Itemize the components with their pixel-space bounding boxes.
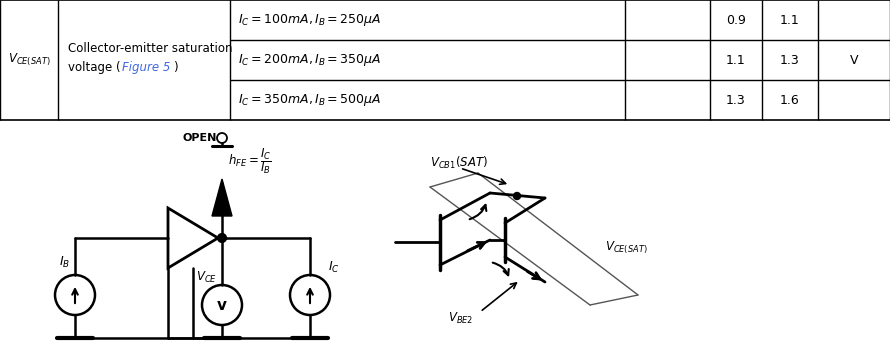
Text: $V_{CB1}(SAT)$: $V_{CB1}(SAT)$ bbox=[430, 155, 488, 171]
Text: voltage (: voltage ( bbox=[68, 62, 121, 75]
Text: Figure 5: Figure 5 bbox=[122, 62, 170, 75]
Text: 0.9: 0.9 bbox=[726, 13, 746, 26]
Text: 1.3: 1.3 bbox=[726, 93, 746, 106]
Text: $I_C = 200mA, I_B= 350\mu A$: $I_C = 200mA, I_B= 350\mu A$ bbox=[238, 52, 382, 68]
Circle shape bbox=[514, 193, 521, 199]
Text: ): ) bbox=[173, 62, 178, 75]
Text: $h_{FE} = \dfrac{I_C}{I_B}$: $h_{FE} = \dfrac{I_C}{I_B}$ bbox=[228, 146, 271, 176]
FancyArrowPatch shape bbox=[493, 263, 509, 275]
Text: 1.1: 1.1 bbox=[781, 13, 800, 26]
Text: $I_B$: $I_B$ bbox=[60, 254, 70, 270]
Text: $I_C = 100mA, I_B = 250\mu A$: $I_C = 100mA, I_B = 250\mu A$ bbox=[238, 12, 382, 28]
Text: $V_{CE(SAT)}$: $V_{CE(SAT)}$ bbox=[8, 52, 51, 68]
Text: 1.6: 1.6 bbox=[781, 93, 800, 106]
Text: V: V bbox=[850, 54, 858, 67]
Text: $V_{CE(SAT)}$: $V_{CE(SAT)}$ bbox=[605, 240, 648, 256]
Text: v: v bbox=[217, 298, 227, 312]
Circle shape bbox=[218, 234, 226, 242]
Text: $I_C$: $I_C$ bbox=[328, 260, 340, 274]
Text: 1.1: 1.1 bbox=[726, 54, 746, 67]
FancyArrowPatch shape bbox=[470, 205, 486, 219]
Text: $V_{BE2}$: $V_{BE2}$ bbox=[448, 311, 473, 325]
Text: 1.3: 1.3 bbox=[781, 54, 800, 67]
Text: OPEN: OPEN bbox=[182, 133, 217, 143]
Text: $V_{CE}$: $V_{CE}$ bbox=[196, 269, 217, 285]
Text: Collector-emitter saturation: Collector-emitter saturation bbox=[68, 42, 232, 55]
Text: $I_C = 350mA, I_B= 500\mu A$: $I_C = 350mA, I_B= 500\mu A$ bbox=[238, 92, 382, 108]
Polygon shape bbox=[212, 179, 232, 216]
